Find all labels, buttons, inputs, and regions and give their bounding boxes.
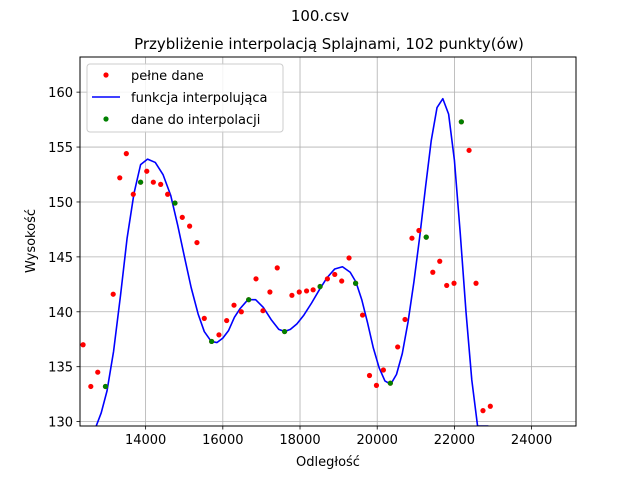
- full-data-point: [451, 280, 457, 286]
- full-data-point: [303, 288, 310, 294]
- full-data-point: [487, 403, 493, 409]
- full-data-point: [466, 147, 472, 153]
- full-data-point: [430, 269, 436, 275]
- full-data-point: [409, 235, 415, 241]
- interpolation-data-point: [458, 119, 464, 125]
- x-tick-label: 16000: [202, 433, 243, 448]
- full-data-point: [88, 383, 94, 390]
- interpolation-data-point: [102, 383, 109, 390]
- y-tick-label: 135: [48, 361, 73, 376]
- full-data-point: [201, 315, 207, 321]
- interpolation-data-point: [246, 297, 252, 303]
- full-data-point: [80, 342, 86, 348]
- full-data-point: [231, 302, 237, 308]
- full-data-point: [366, 372, 373, 379]
- full-data-point: [194, 239, 200, 246]
- interpolation-data-point: [138, 179, 144, 185]
- full-data-point: [473, 280, 479, 286]
- full-data-point: [296, 289, 302, 295]
- full-data-point: [373, 382, 380, 388]
- full-data-point: [416, 227, 422, 234]
- full-data-point: [444, 282, 450, 289]
- interpolation-line: [95, 97, 489, 426]
- figure-suptitle: 100.csv: [291, 7, 349, 25]
- full-data-point: [117, 175, 123, 181]
- interpolation-data-point: [281, 328, 288, 335]
- full-data-point: [95, 369, 101, 375]
- full-data-point: [165, 191, 171, 197]
- full-data-point: [339, 278, 345, 284]
- full-data-point: [144, 168, 150, 174]
- interpolation-data-point: [209, 338, 215, 345]
- x-axis-label: Odległość: [296, 455, 360, 470]
- y-tick-label: 130: [48, 416, 73, 431]
- grid: [80, 57, 576, 426]
- full-data-point: [224, 317, 230, 324]
- full-data-point: [359, 312, 366, 318]
- full-data-point: [130, 191, 136, 197]
- legend-label-interpolation: funkcja interpolująca: [131, 91, 267, 106]
- full-data-point: [187, 223, 193, 229]
- legend-label-full-data: pełne dane: [131, 69, 204, 84]
- legend-marker-interpolation-data: [103, 116, 109, 122]
- y-tick-label: 150: [48, 196, 73, 211]
- full-data-point: [324, 276, 331, 282]
- full-data-point: [158, 181, 164, 187]
- full-data-point: [380, 367, 386, 373]
- interpolation-data-point: [423, 234, 429, 240]
- full-data-point: [395, 344, 401, 350]
- legend-box: [86, 63, 284, 133]
- interpolation-data-point: [387, 380, 393, 386]
- y-axis-label: Wysokość: [24, 209, 39, 273]
- x-tick-label: 24000: [511, 433, 552, 448]
- full-data-point: [402, 316, 408, 323]
- x-tick-label: 22000: [434, 433, 475, 448]
- ticks: 14000 16000 18000 20000 22000 24000 130 135 140 1…: [48, 86, 552, 448]
- legend-label-interpolation-data: dane do interpolacji: [131, 113, 260, 128]
- full-data-point: [346, 255, 352, 261]
- y-tick-label: 155: [48, 141, 73, 156]
- chart-title: Przybliżenie interpolacją Splajnami, 102…: [134, 35, 524, 53]
- full-data-point: [289, 292, 295, 298]
- full-data-point: [216, 332, 222, 338]
- full-data-point: [274, 265, 280, 271]
- full-data-point: [179, 214, 185, 220]
- full-data-point: [437, 258, 443, 264]
- full-data-point: [310, 287, 316, 293]
- legend-marker-full-data: [103, 72, 109, 78]
- full-data-point: [253, 276, 259, 282]
- full-data-point: [110, 291, 116, 297]
- y-tick-label: 160: [48, 86, 73, 101]
- full-data-point: [123, 151, 129, 157]
- full-data-point: [150, 179, 156, 185]
- x-tick-label: 14000: [125, 433, 166, 448]
- x-tick-label: 20000: [357, 433, 398, 448]
- y-tick-label: 140: [48, 306, 73, 321]
- full-data-point: [267, 289, 273, 295]
- full-data-point: [332, 271, 338, 278]
- full-data-point: [480, 408, 486, 414]
- full-data-point: [260, 308, 266, 314]
- interpolation-data-point: [172, 200, 178, 206]
- plot-frame: [79, 56, 577, 427]
- x-tick-label: 18000: [279, 433, 320, 448]
- interpolation-data-point: [317, 283, 323, 290]
- full-data-point: [238, 309, 244, 315]
- legend: pełne dane funkcja interpolująca dane do…: [86, 63, 284, 133]
- plot-content: [80, 97, 493, 426]
- interpolation-data-point: [352, 280, 359, 286]
- y-tick-label: 145: [48, 251, 73, 266]
